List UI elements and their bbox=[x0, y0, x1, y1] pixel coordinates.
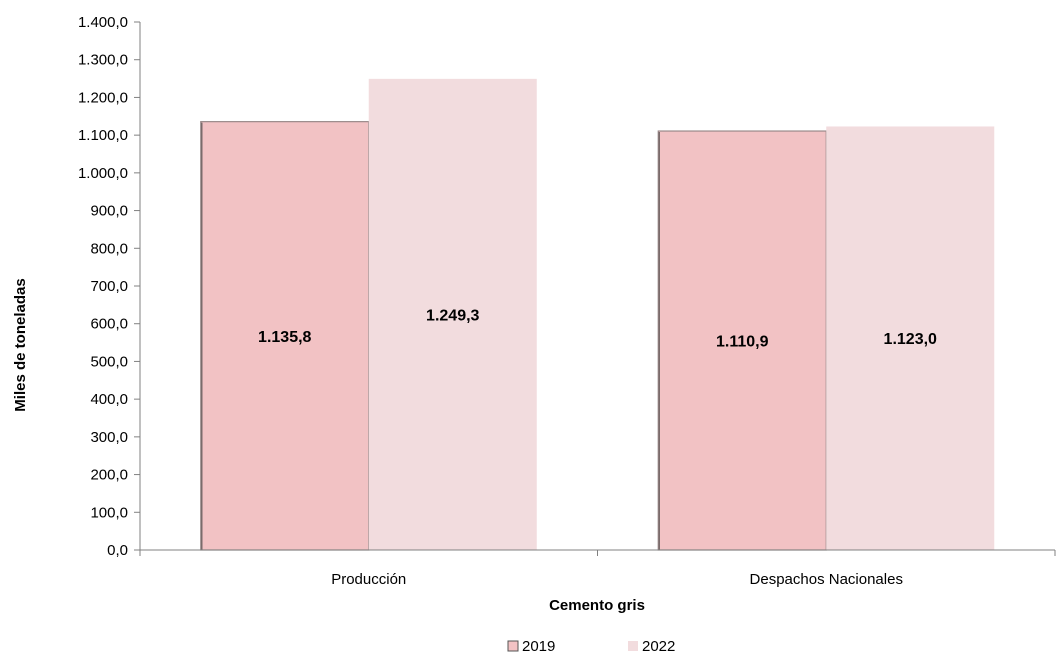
y-tick-label: 1.400,0 bbox=[78, 14, 128, 31]
y-axis: 0,0 100,0 200,0 300,0 400,0 500,0 600,0 700,0 80… bbox=[78, 14, 141, 559]
x-axis: Producción Despachos Nacionales bbox=[139, 549, 1056, 588]
y-tick-label: 600,0 bbox=[90, 316, 128, 333]
legend-swatch-2022 bbox=[628, 641, 638, 651]
bar-2022 bbox=[826, 126, 995, 551]
x-category-label: Despachos Nacionales bbox=[750, 571, 903, 588]
y-tick-label: 900,0 bbox=[90, 203, 128, 220]
legend-swatch-2019 bbox=[507, 640, 519, 652]
x-axis-title: Cemento gris bbox=[549, 597, 645, 614]
legend: 2019 2022 bbox=[507, 638, 675, 655]
y-tick-label: 800,0 bbox=[90, 240, 128, 257]
y-tick-label: 1.100,0 bbox=[78, 127, 128, 144]
bar-2022 bbox=[368, 78, 537, 551]
data-label: 1.123,0 bbox=[884, 331, 937, 348]
y-tick-label: 700,0 bbox=[90, 278, 128, 295]
legend-label-2022: 2022 bbox=[642, 638, 675, 655]
y-tick-label: 400,0 bbox=[90, 391, 128, 408]
data-label: 1.135,8 bbox=[258, 329, 311, 346]
x-category-label: Producción bbox=[331, 571, 406, 588]
legend-label-2019: 2019 bbox=[522, 638, 555, 655]
y-tick-label: 0,0 bbox=[107, 542, 128, 559]
y-tick-label: 300,0 bbox=[90, 429, 128, 446]
y-tick-label: 1.300,0 bbox=[78, 52, 128, 69]
y-tick-label: 1.000,0 bbox=[78, 165, 128, 182]
y-tick-label: 200,0 bbox=[90, 467, 128, 484]
y-tick-label: 500,0 bbox=[90, 353, 128, 370]
y-axis-title: Miles de toneladas bbox=[12, 278, 29, 411]
data-label: 1.110,9 bbox=[716, 334, 769, 351]
y-tick-label: 100,0 bbox=[90, 504, 128, 521]
y-tick-label: 1.200,0 bbox=[78, 89, 128, 106]
bar-2019 bbox=[200, 121, 370, 551]
plot-area: 1.135,8 1.249,3 1.110,9 1.123,0 bbox=[200, 78, 995, 551]
data-label: 1.249,3 bbox=[426, 307, 479, 324]
